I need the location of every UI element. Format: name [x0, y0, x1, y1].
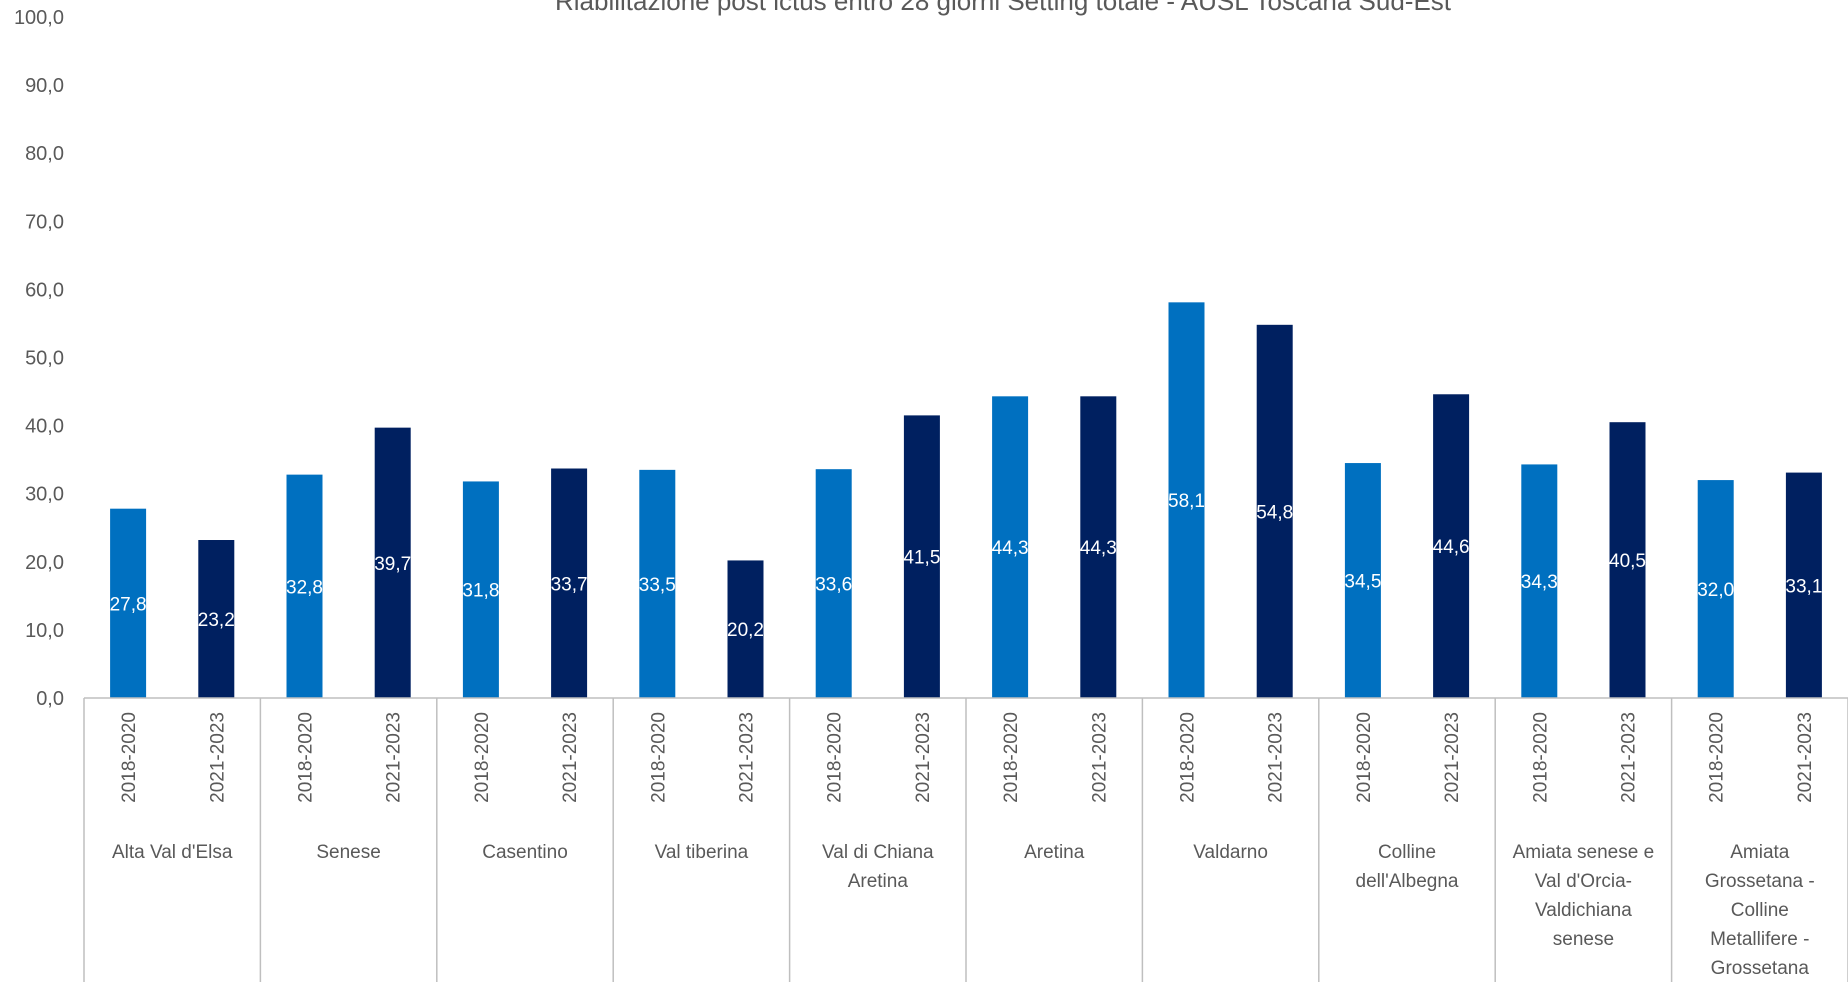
x-tick-label: 2021-2023	[1619, 712, 1640, 803]
y-tick-label: 20,0	[25, 552, 64, 574]
category-label: Amiata	[1730, 842, 1790, 863]
bar	[992, 396, 1029, 698]
x-tick-label: 2021-2023	[1795, 712, 1816, 803]
bar-value-label: 41,5	[903, 548, 940, 569]
x-tick-label: 2021-2023	[1442, 712, 1463, 803]
bar-value-label: 54,8	[1256, 502, 1293, 523]
bar	[198, 540, 235, 698]
category-label: Amiata senese e	[1513, 842, 1655, 863]
bar	[286, 474, 323, 698]
bar-value-label: 32,8	[286, 577, 323, 598]
category-label: Casentino	[482, 842, 568, 863]
bar	[1785, 472, 1822, 698]
x-tick-label: 2018-2020	[472, 712, 493, 803]
bar-value-label: 33,5	[639, 575, 676, 596]
bar-value-label: 33,7	[551, 574, 588, 595]
bar-value-label: 33,1	[1785, 576, 1822, 597]
bar-labels: 27,8 23,2 32,8 39,7 31,8 33,7 33,5 20,2 33,6 41,5…	[110, 491, 1823, 641]
y-tick-label: 60,0	[25, 279, 64, 301]
bar-value-label: 33,6	[815, 575, 852, 596]
bar	[1609, 422, 1646, 698]
y-tick-label: 0,0	[36, 688, 64, 710]
x-tick-label: 2018-2020	[1707, 712, 1728, 803]
x-tick-label: 2018-2020	[1178, 712, 1199, 803]
bar	[1080, 396, 1117, 698]
x-tick-label: 2018-2020	[1354, 712, 1375, 803]
bar	[1521, 464, 1558, 698]
bar-value-label: 34,3	[1521, 572, 1558, 593]
x-tick-label: 2021-2023	[1089, 712, 1110, 803]
category-label: Valdarno	[1193, 842, 1268, 863]
bar	[1697, 480, 1734, 698]
category-label: Alta Val d'Elsa	[112, 842, 233, 863]
bar	[1344, 463, 1381, 698]
bar	[815, 469, 852, 698]
bar	[551, 468, 588, 698]
x-tick-label: 2018-2020	[648, 712, 669, 803]
x-tick-label: 2018-2020	[119, 712, 140, 803]
bar	[1168, 302, 1205, 698]
category-label: Val tiberina	[655, 842, 749, 863]
category-label: Colline	[1731, 900, 1789, 921]
category-label: Colline	[1378, 842, 1436, 863]
category-label: Grossetana	[1711, 958, 1810, 979]
bar	[727, 560, 764, 698]
bar-value-label: 39,7	[374, 554, 411, 575]
x-tick-label: 2018-2020	[1530, 712, 1551, 803]
x-tick-label: 2021-2023	[207, 712, 228, 803]
bar-value-label: 34,5	[1344, 572, 1381, 593]
bar-value-label: 32,0	[1697, 580, 1734, 601]
bar	[639, 469, 676, 698]
category-label: Metallifere -	[1710, 929, 1809, 950]
bar-value-label: 44,3	[992, 538, 1029, 559]
y-tick-label: 40,0	[25, 416, 64, 438]
x-tick-label: 2018-2020	[296, 712, 317, 803]
x-tick-label: 2018-2020	[1001, 712, 1022, 803]
bar-value-label: 27,8	[110, 594, 147, 615]
bar	[903, 415, 940, 698]
bar-value-label: 44,3	[1080, 538, 1117, 559]
bar-value-label: 31,8	[462, 581, 499, 602]
category-label: Val di Chiana	[822, 842, 934, 863]
bar	[1433, 394, 1470, 698]
category-label: senese	[1553, 929, 1614, 950]
x-tick-label: 2021-2023	[1266, 712, 1287, 803]
x-tick-label: 2021-2023	[560, 712, 581, 803]
bar-value-label: 20,2	[727, 620, 764, 641]
chart-title: Riabilitazione post ictus entro 28 giorn…	[555, 0, 1452, 16]
bar-value-label: 58,1	[1168, 491, 1205, 512]
bar-value-label: 40,5	[1609, 551, 1646, 572]
y-tick-label: 50,0	[25, 348, 64, 370]
x-tick-label: 2021-2023	[737, 712, 758, 803]
group-separators	[83, 698, 1848, 982]
y-tick-label: 30,0	[25, 484, 64, 506]
y-tick-label: 100,0	[14, 7, 64, 29]
x-tick-label: 2021-2023	[913, 712, 934, 803]
y-tick-label: 10,0	[25, 620, 64, 642]
category-label: Val d'Orcia-	[1535, 871, 1632, 892]
bar-value-label: 44,6	[1433, 537, 1470, 558]
category-label: Aretina	[1024, 842, 1085, 863]
category-label: Senese	[316, 842, 380, 863]
y-axis-ticks: 0,0 10,0 20,0 30,0 40,0 50,0 60,0 70,0 80,0 90,0 1…	[14, 7, 64, 710]
y-tick-label: 70,0	[25, 211, 64, 233]
category-label: dell'Albegna	[1356, 871, 1459, 892]
x-tick-label: 2021-2023	[384, 712, 405, 803]
category-label: Aretina	[848, 871, 909, 892]
x-axis-ticks: 2018-2020 2021-2023 2018-2020 2021-2023 2018…	[119, 712, 1816, 803]
bar-value-label: 23,2	[198, 610, 235, 631]
category-label: Valdichiana	[1535, 900, 1632, 921]
bar	[462, 481, 499, 698]
y-tick-label: 90,0	[25, 75, 64, 97]
bar	[374, 427, 411, 698]
bar	[110, 508, 147, 698]
bars	[110, 302, 1822, 698]
x-tick-label: 2018-2020	[825, 712, 846, 803]
y-tick-label: 80,0	[25, 143, 64, 165]
bar	[1256, 324, 1293, 698]
category-label: Grossetana -	[1705, 871, 1815, 892]
group-labels: Alta Val d'Elsa Senese Casentino Val tiberi…	[112, 842, 1815, 979]
